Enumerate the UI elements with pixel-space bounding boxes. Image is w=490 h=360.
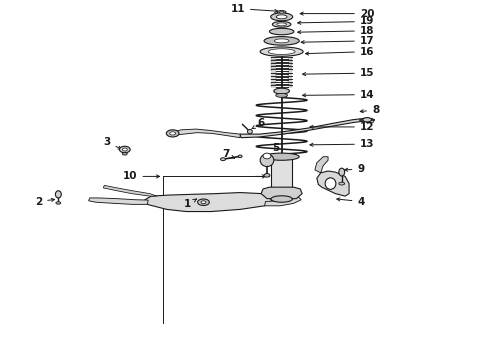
Ellipse shape — [276, 15, 287, 19]
Ellipse shape — [201, 201, 206, 204]
Text: 9: 9 — [344, 164, 365, 174]
Ellipse shape — [276, 93, 288, 97]
Text: 11: 11 — [230, 4, 278, 14]
Ellipse shape — [264, 153, 299, 160]
Polygon shape — [89, 198, 148, 204]
Text: 10: 10 — [123, 171, 160, 181]
Ellipse shape — [170, 132, 175, 135]
Polygon shape — [265, 197, 301, 206]
Text: 17: 17 — [301, 36, 374, 46]
Ellipse shape — [166, 130, 179, 137]
Ellipse shape — [274, 88, 290, 94]
Ellipse shape — [270, 28, 294, 35]
Ellipse shape — [277, 23, 287, 26]
Text: 12: 12 — [310, 122, 374, 132]
Text: 6: 6 — [252, 118, 265, 129]
Ellipse shape — [120, 146, 130, 153]
Ellipse shape — [247, 130, 252, 134]
Polygon shape — [315, 157, 328, 173]
Text: 1: 1 — [184, 199, 196, 210]
Ellipse shape — [325, 178, 336, 189]
Ellipse shape — [339, 168, 344, 176]
Ellipse shape — [272, 22, 291, 27]
Ellipse shape — [279, 11, 284, 13]
Text: 20: 20 — [300, 9, 374, 19]
Ellipse shape — [238, 155, 242, 158]
Polygon shape — [172, 129, 240, 138]
Ellipse shape — [260, 47, 303, 56]
Polygon shape — [240, 118, 366, 138]
Text: 19: 19 — [298, 17, 374, 27]
Text: 16: 16 — [306, 46, 374, 57]
Text: 5: 5 — [267, 143, 280, 157]
Ellipse shape — [268, 49, 295, 54]
Ellipse shape — [271, 196, 293, 202]
Ellipse shape — [56, 202, 61, 204]
Bar — [271, 156, 293, 199]
Ellipse shape — [122, 148, 127, 151]
Text: 15: 15 — [303, 68, 374, 78]
Ellipse shape — [339, 182, 344, 185]
Ellipse shape — [122, 153, 127, 155]
Ellipse shape — [363, 118, 371, 122]
Ellipse shape — [263, 153, 271, 159]
Polygon shape — [317, 171, 349, 196]
Ellipse shape — [270, 13, 293, 21]
Text: 13: 13 — [310, 139, 374, 149]
Ellipse shape — [264, 37, 299, 45]
Polygon shape — [145, 193, 272, 212]
Text: 14: 14 — [303, 90, 374, 100]
Ellipse shape — [55, 191, 61, 198]
Polygon shape — [103, 185, 157, 196]
Text: 8: 8 — [360, 105, 379, 115]
Ellipse shape — [197, 199, 209, 206]
Ellipse shape — [277, 10, 286, 14]
Polygon shape — [261, 187, 302, 199]
Text: 3: 3 — [103, 138, 122, 149]
Text: 18: 18 — [298, 26, 374, 36]
Polygon shape — [366, 118, 374, 123]
Ellipse shape — [274, 39, 289, 43]
Ellipse shape — [220, 158, 225, 161]
Ellipse shape — [260, 154, 274, 167]
Text: 2: 2 — [35, 197, 54, 207]
Text: 4: 4 — [337, 197, 365, 207]
Ellipse shape — [264, 174, 270, 177]
Text: 7: 7 — [222, 149, 235, 159]
